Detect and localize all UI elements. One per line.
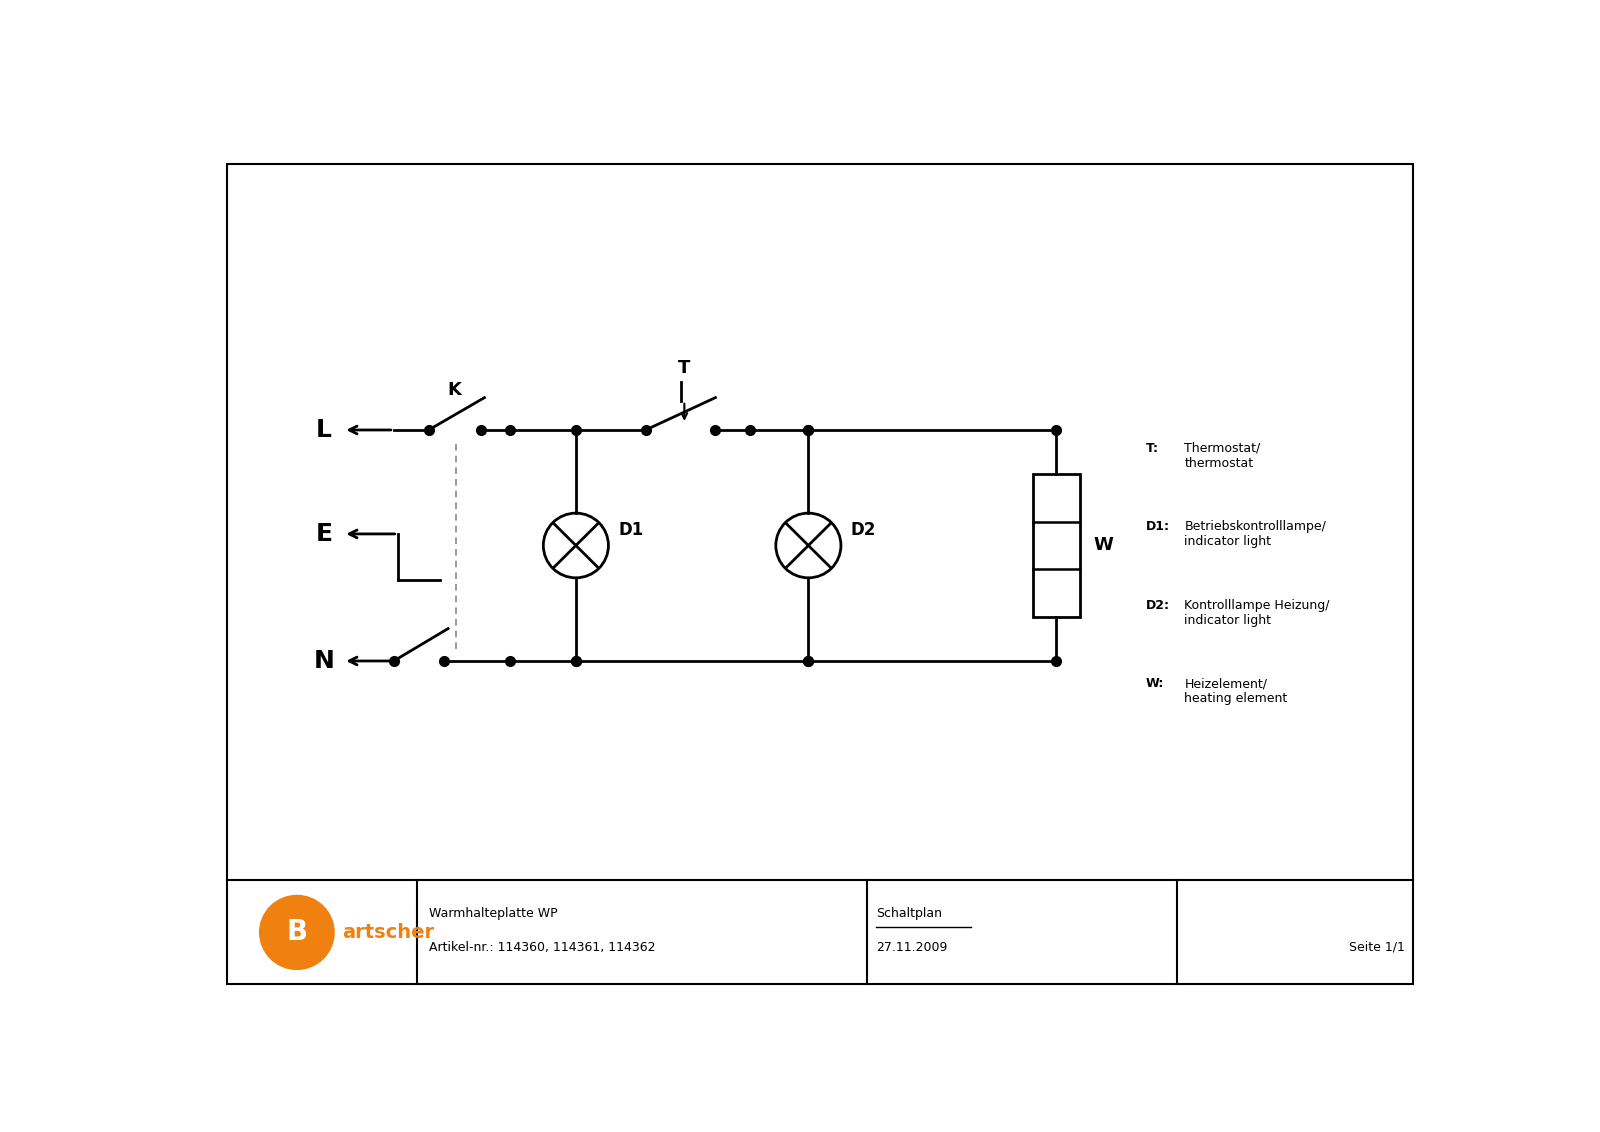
Text: T:: T:: [1146, 441, 1158, 455]
Text: D2: D2: [851, 521, 877, 539]
Text: D2:: D2:: [1146, 599, 1170, 611]
Text: Betriebskontrolllampe/
indicator light: Betriebskontrolllampe/ indicator light: [1184, 520, 1326, 548]
Text: Heizelement/
heating element: Heizelement/ heating element: [1184, 677, 1288, 705]
Bar: [1034, 474, 1080, 617]
Circle shape: [259, 895, 334, 969]
Text: E: E: [315, 522, 333, 546]
Text: Schaltplan: Schaltplan: [875, 907, 942, 920]
Text: Warmhalteplatte WP: Warmhalteplatte WP: [429, 907, 557, 920]
Text: 27.11.2009: 27.11.2009: [875, 941, 947, 954]
Text: artscher: artscher: [342, 923, 434, 942]
Text: T: T: [678, 359, 691, 377]
Text: Seite 1/1: Seite 1/1: [1349, 941, 1405, 954]
Text: W:: W:: [1146, 677, 1163, 691]
Text: B: B: [286, 918, 307, 946]
Text: Kontrolllampe Heizung/
indicator light: Kontrolllampe Heizung/ indicator light: [1184, 599, 1330, 627]
Text: N: N: [314, 649, 334, 674]
Text: L: L: [317, 418, 331, 441]
Text: D1:: D1:: [1146, 520, 1170, 533]
Text: Thermostat/
thermostat: Thermostat/ thermostat: [1184, 441, 1261, 470]
Text: D1: D1: [619, 521, 643, 539]
Text: W: W: [1093, 537, 1114, 555]
Text: Artikel-nr.: 114360, 114361, 114362: Artikel-nr.: 114360, 114361, 114362: [429, 941, 654, 954]
Text: K: K: [448, 381, 461, 398]
